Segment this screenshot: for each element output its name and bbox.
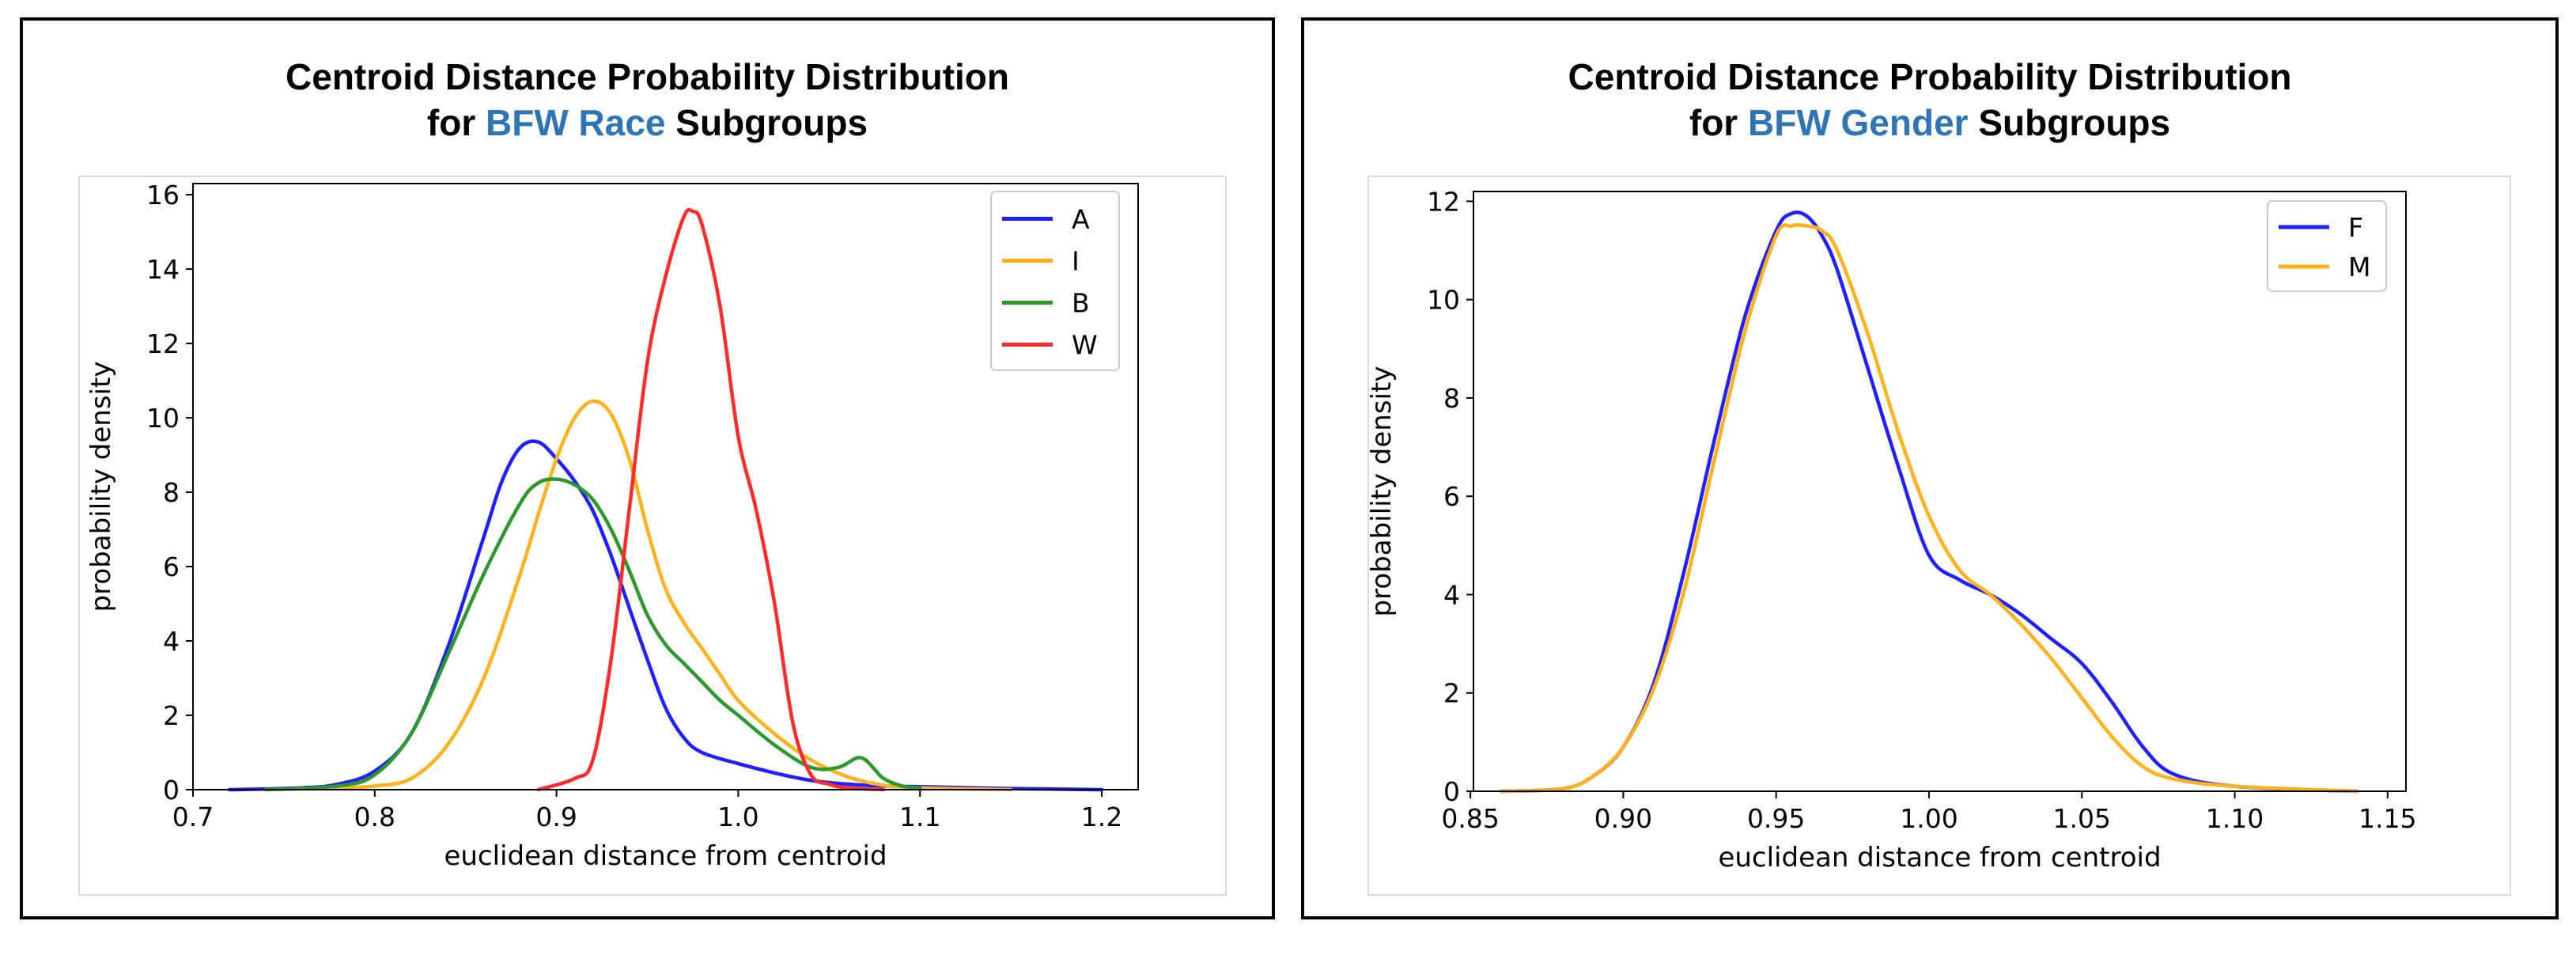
- gender-y-tick-label: 2: [1443, 678, 1460, 709]
- gender-x-axis-label: euclidean distance from centroid: [1718, 842, 2161, 874]
- race-chart-title: Centroid Distance Probability Distributi…: [23, 54, 1272, 146]
- race-axes-frame: [192, 183, 1139, 790]
- gender-x-tick-label: 0.85: [1441, 803, 1499, 834]
- race-chart-panel: Centroid Distance Probability Distributi…: [20, 17, 1275, 919]
- gender-x-tick-label: 1.05: [2053, 803, 2111, 834]
- gender-title-suffix: Subgroups: [1968, 102, 2171, 143]
- gender-y-tick-label: 12: [1427, 186, 1460, 217]
- race-title-prefix: for: [426, 102, 486, 143]
- race-x-tick-label: 1.1: [899, 802, 940, 832]
- race-series-w-line: [536, 207, 886, 792]
- gender-y-tick-label: 4: [1443, 579, 1460, 610]
- race-y-tick-label: 10: [146, 403, 180, 434]
- gender-x-tick-label: 0.90: [1594, 803, 1652, 834]
- gender-legend-label-f: F: [2348, 212, 2363, 243]
- race-title-highlight: BFW Race: [486, 102, 666, 143]
- gender-title-prefix: for: [1689, 102, 1748, 143]
- gender-y-tick-label: 6: [1443, 481, 1460, 512]
- gender-x-tick-label: 1.15: [2358, 803, 2416, 834]
- gender-series-f-line: [1499, 210, 2359, 794]
- race-y-tick-label: 2: [163, 700, 180, 731]
- race-y-tick-label: 16: [146, 180, 180, 210]
- race-y-tick-label: 6: [163, 552, 180, 582]
- race-x-tick-label: 1.2: [1081, 802, 1122, 832]
- race-legend-label-w: W: [1072, 330, 1098, 361]
- gender-y-tick-label: 8: [1443, 383, 1460, 414]
- race-x-tick-label: 0.9: [535, 802, 577, 832]
- gender-density-plot: 0.85 0.90 0.95 1.00 1.05 1.10 1.15 0 2 4 6 8 10 12 euc…: [1366, 186, 2417, 874]
- gender-x-tick-label: 1.10: [2206, 803, 2264, 834]
- race-plot-area: 0.7 0.8 0.9 1.0 1.1 1.2 0 2 4 6 8 10 12 14 16 euclidean…: [78, 176, 1227, 896]
- race-series-a-line: [227, 439, 1104, 792]
- gender-x-tick-label: 0.95: [1747, 803, 1805, 834]
- race-y-tick-label: 4: [163, 626, 180, 657]
- race-y-axis-label: probability density: [85, 362, 117, 612]
- gender-legend-label-m: M: [2348, 252, 2370, 282]
- race-legend-box: [990, 191, 1120, 371]
- race-x-tick-label: 1.0: [717, 802, 758, 832]
- gender-axes-frame: [1473, 191, 2407, 792]
- gender-series-m-line: [1499, 223, 2359, 794]
- race-x-tick-label: 0.8: [354, 802, 395, 832]
- gender-chart-title: Centroid Distance Probability Distributi…: [1304, 54, 2555, 146]
- gender-title-highlight: BFW Gender: [1748, 102, 1969, 143]
- gender-y-tick-label: 0: [1443, 776, 1460, 807]
- race-density-plot: 0.7 0.8 0.9 1.0 1.1 1.2 0 2 4 6 8 10 12 14 16 euclidean…: [85, 180, 1139, 872]
- race-series-b-line: [263, 477, 922, 792]
- race-title-line1: Centroid Distance Probability Distributi…: [286, 56, 1009, 97]
- gender-y-axis-label: probability density: [1369, 366, 1398, 617]
- race-title-suffix: Subgroups: [665, 102, 868, 143]
- gender-plot-area: 0.85 0.90 0.95 1.00 1.05 1.10 1.15 0 2 4 6 8 10 12 euc…: [1366, 176, 2511, 896]
- race-x-axis-label: euclidean distance from centroid: [444, 840, 887, 872]
- gender-x-tick-label: 1.00: [1900, 803, 1958, 834]
- race-series-i-line: [263, 399, 1013, 792]
- race-y-tick-label: 8: [163, 477, 180, 508]
- race-y-tick-label: 14: [146, 254, 180, 285]
- race-legend-label-b: B: [1072, 288, 1090, 319]
- gender-title-line1: Centroid Distance Probability Distributi…: [1568, 56, 2292, 97]
- race-y-tick-label: 0: [163, 775, 180, 805]
- race-legend-label-a: A: [1072, 204, 1090, 235]
- gender-y-tick-label: 10: [1427, 285, 1460, 316]
- race-y-tick-label: 12: [146, 328, 180, 359]
- gender-chart-panel: Centroid Distance Probability Distributi…: [1301, 17, 2559, 919]
- race-x-tick-label: 0.7: [172, 802, 214, 832]
- race-legend-label-i: I: [1072, 246, 1080, 277]
